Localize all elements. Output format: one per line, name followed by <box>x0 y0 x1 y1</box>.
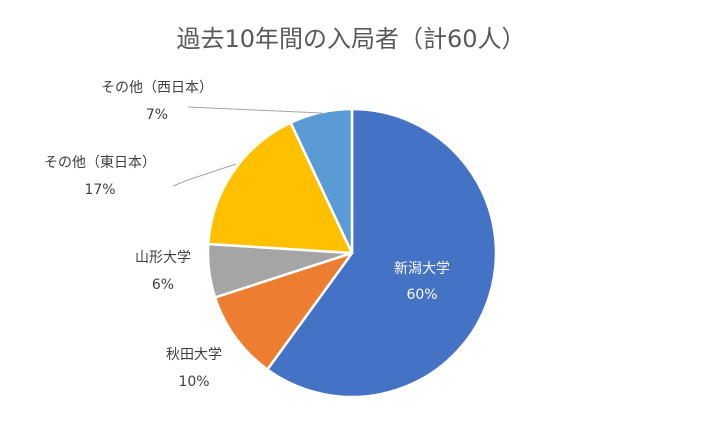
slice-4-leader-line <box>172 163 237 187</box>
slice-5-leader-line <box>187 106 323 114</box>
pie-slices <box>206 107 498 399</box>
slice-2-wedge <box>213 251 354 371</box>
slice-1-wedge <box>266 107 498 399</box>
slice-4-wedge <box>207 121 354 255</box>
chart-title: 過去10年間の入局者（計60人） <box>176 25 525 53</box>
slice-5-percent-label: 7% <box>146 107 168 123</box>
leader-lines <box>172 106 323 187</box>
slice-5-category-label: その他（西日本） <box>101 80 213 96</box>
slice-4-category-label: その他（東日本） <box>44 155 156 171</box>
slice-4-percent-label: 17% <box>84 182 115 198</box>
slice-1-percent-label: 60% <box>406 287 437 303</box>
slice-3-category-label: 山形大学 <box>135 250 191 266</box>
data-labels: 新潟大学 60% 秋田大学 10% 山形大学 6% その他（東日本） 17% その他（西日本） 7… <box>44 80 450 390</box>
slice-3-percent-label: 6% <box>152 277 174 293</box>
slice-2-category-label: 秋田大学 <box>166 347 222 363</box>
slice-1-category-label: 新潟大学 <box>394 261 450 277</box>
slice-2-percent-label: 10% <box>178 374 209 390</box>
